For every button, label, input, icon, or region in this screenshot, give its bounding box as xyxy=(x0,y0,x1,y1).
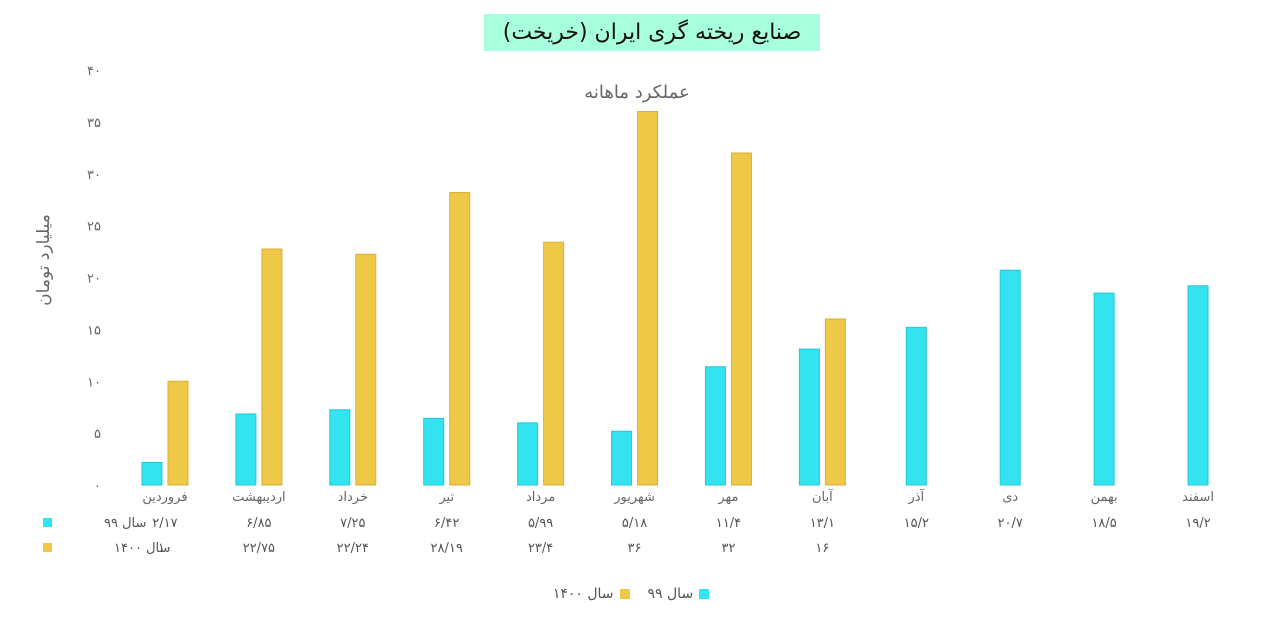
x-category-label: بهمن xyxy=(1091,490,1118,505)
y-tick-label: ۵ xyxy=(94,427,101,442)
y-tick-label: ۲۵ xyxy=(87,220,101,235)
bar-series-1 xyxy=(543,241,565,486)
bar-series-1 xyxy=(824,318,846,486)
table-key-series-1 xyxy=(43,543,52,552)
bar-series-0 xyxy=(423,417,445,486)
legend-swatch-series-0 xyxy=(699,589,710,599)
bar-series-0 xyxy=(141,461,163,486)
legend-label-series-1: سال ۱۴۰۰ xyxy=(552,586,614,602)
bar-series-1 xyxy=(355,253,377,486)
legend-label-series-0: سال ۹۹ xyxy=(647,586,694,602)
y-tick-label: ۲۰ xyxy=(87,272,101,287)
table-value-series-0: ۱۸/۵ xyxy=(1091,516,1116,531)
x-category-label: اردیبهشت xyxy=(232,490,286,505)
table-value-series-1: ۱۰ xyxy=(158,541,172,556)
bar-series-0 xyxy=(999,269,1021,486)
bar-series-0 xyxy=(235,413,257,486)
x-category-label: دی xyxy=(1002,490,1018,505)
y-tick-label: ۱۰ xyxy=(87,375,101,390)
x-category-label: تیر xyxy=(438,490,454,505)
table-value-series-0: ۱۳/۱ xyxy=(810,516,835,531)
table-value-series-0: ۲/۱۷ xyxy=(152,516,177,531)
table-value-series-0: ۱۵/۲ xyxy=(904,516,929,531)
table-value-series-0: ۶/۴۲ xyxy=(434,516,459,531)
x-category-label: اسفند xyxy=(1182,490,1214,505)
table-value-series-0: ۷/۲۵ xyxy=(340,516,365,531)
legend-item-series-1[interactable]: سال ۱۴۰۰ xyxy=(553,586,630,602)
table-value-series-1: ۲۲/۷۵ xyxy=(243,541,275,556)
table-value-series-0: ۵/۹۹ xyxy=(528,516,553,531)
bar-series-0 xyxy=(1187,285,1209,486)
table-value-series-1: ۲۳/۴ xyxy=(528,541,553,556)
x-category-label: فروردین xyxy=(142,490,187,505)
table-value-series-0: ۵/۱۸ xyxy=(622,516,647,531)
x-category-label: آبان xyxy=(812,488,834,505)
bar-series-1 xyxy=(261,248,283,486)
table-row-label-series-0: سال ۹۹ xyxy=(104,516,146,531)
table-value-series-0: ۲۰/۷ xyxy=(998,516,1023,531)
chart-legend: سال ۱۴۰۰ سال ۹۹ xyxy=(0,586,1262,602)
bar-series-0 xyxy=(517,422,539,486)
bar-series-0 xyxy=(611,430,633,486)
bar-series-0 xyxy=(704,366,726,486)
table-row-label-series-1: سال ۱۴۰۰ xyxy=(114,541,170,556)
chart-title: صنایع ریخته گری ایران (خریخت) xyxy=(484,14,820,51)
table-value-series-0: ۱۹/۲ xyxy=(1185,516,1210,531)
x-category-label: مرداد xyxy=(526,490,555,505)
bar-series-1 xyxy=(449,192,471,486)
table-value-series-0: ۶/۸۵ xyxy=(246,516,271,531)
legend-swatch-series-1 xyxy=(619,589,630,599)
y-tick-label: ۳۰ xyxy=(87,168,101,183)
y-tick-label: ۳۵ xyxy=(87,116,101,131)
table-value-series-1: ۲۸/۱۹ xyxy=(431,541,463,556)
table-key-series-0 xyxy=(43,518,52,527)
bar-series-1 xyxy=(730,152,752,486)
chart-subtitle: عملکرد ماهانه xyxy=(584,82,690,103)
table-value-series-1: ۳۲ xyxy=(721,541,735,556)
chart-plot: ۰ ۵ ۱۰ ۱۵ ۲۰ ۲۵ ۳۰ ۳۵ ۴۰ فروردین ۲/۱۷ ۱۰ اردیبهشت ۶/۸… xyxy=(43,64,1214,556)
x-category-label: شهریور xyxy=(613,490,655,505)
y-tick-label: ۰ xyxy=(94,479,101,494)
table-value-series-0: ۱۱/۴ xyxy=(716,516,741,531)
table-value-series-1: ۱۶ xyxy=(815,541,829,556)
bar-series-0 xyxy=(329,409,351,486)
legend-item-series-0[interactable]: سال ۹۹ xyxy=(648,586,710,602)
bar-series-1 xyxy=(167,380,189,486)
x-category-label: خرداد xyxy=(338,490,368,505)
y-tick-label: ۱۵ xyxy=(87,323,101,338)
bar-series-1 xyxy=(637,111,659,486)
y-tick-label: ۴۰ xyxy=(87,64,101,79)
bar-series-0 xyxy=(1093,292,1115,486)
bar-series-0 xyxy=(798,348,820,486)
table-value-series-1: ۳۶ xyxy=(628,541,642,556)
x-category-label: مهر xyxy=(717,490,738,505)
table-value-series-1: ۲۲/۲۴ xyxy=(337,541,369,556)
bar-series-0 xyxy=(905,326,927,486)
x-category-label: آذر xyxy=(907,488,925,505)
